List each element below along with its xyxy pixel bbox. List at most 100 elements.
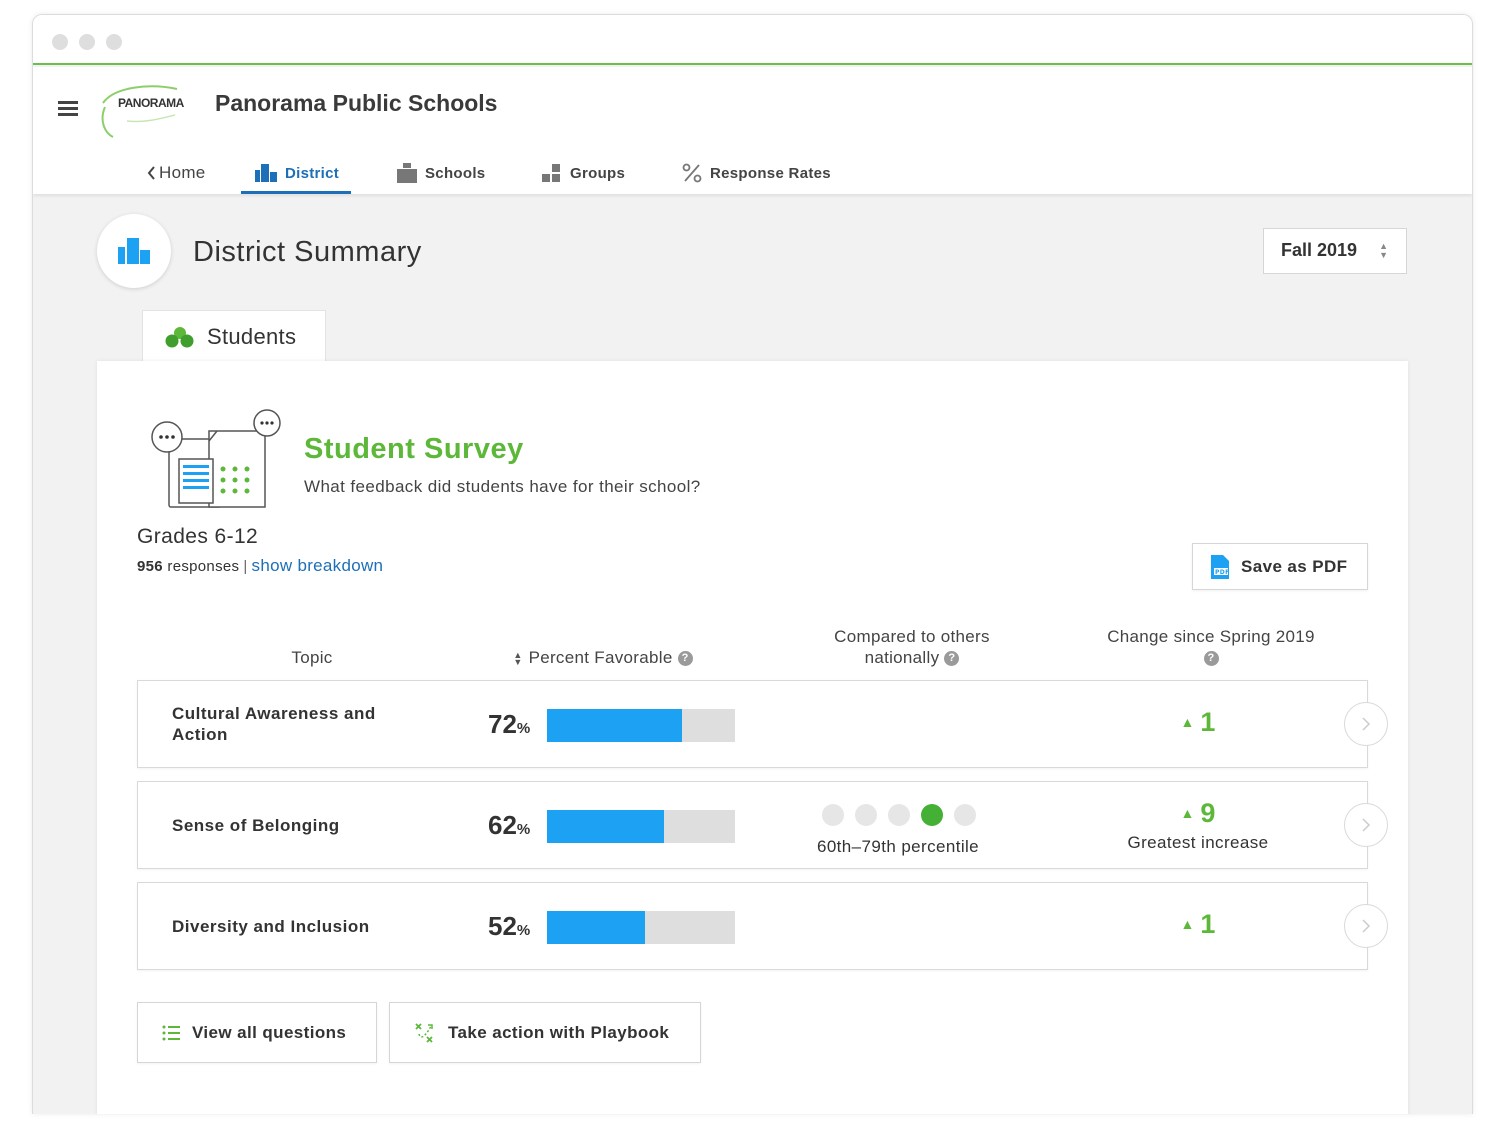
- row-topic: Sense of Belonging: [172, 815, 340, 835]
- chevron-left-icon: [147, 166, 156, 180]
- show-breakdown-link[interactable]: show breakdown: [251, 556, 384, 575]
- panorama-logo[interactable]: [99, 81, 197, 139]
- row-chevron-button[interactable]: [1344, 904, 1388, 948]
- nav-groups[interactable]: Groups: [542, 152, 625, 194]
- tab-students-label: Students: [207, 323, 297, 349]
- help-icon[interactable]: ?: [677, 651, 693, 667]
- change-note: Greatest increase: [1127, 833, 1269, 852]
- window-close-dot[interactable]: [52, 34, 68, 50]
- district-icon: [118, 238, 150, 264]
- list-icon: [162, 1025, 180, 1041]
- playbook-icon: [414, 1022, 436, 1044]
- table-row[interactable]: Cultural Awareness and Action 72% ▲ 1: [137, 680, 1388, 768]
- save-pdf-button[interactable]: PDF Save as PDF: [1192, 543, 1368, 590]
- tab-students[interactable]: Students: [142, 310, 326, 362]
- chevron-right-icon: [1362, 818, 1371, 832]
- chevron-right-icon: [1362, 717, 1371, 731]
- app-header: PANORAMA Panorama Public Schools Home Di…: [33, 67, 1472, 194]
- header-change-label: Change since Spring 2019: [1107, 627, 1315, 646]
- schools-icon: [397, 163, 417, 183]
- triangle-up-icon: ▲: [1180, 916, 1195, 932]
- percentile-dot: [954, 804, 976, 826]
- save-pdf-label: Save as PDF: [1241, 556, 1348, 576]
- row-change: ▲ 9: [1098, 798, 1298, 829]
- row-percent-suffix: %: [516, 821, 531, 838]
- row-percent: 72%: [488, 709, 530, 740]
- header-percent-favorable[interactable]: ▲ ▼ Percent Favorable ?: [493, 647, 713, 668]
- window-minimize-dot[interactable]: [79, 34, 95, 50]
- row-topic: Cultural Awareness and Action: [172, 704, 376, 744]
- percent-bar-fill: [547, 911, 645, 944]
- row-percent-suffix: %: [516, 922, 531, 939]
- triangle-up-icon: ▲: [1180, 805, 1195, 821]
- window-maximize-dot[interactable]: [106, 34, 122, 50]
- row-change: ▲ 1: [1098, 909, 1298, 940]
- header-change: Change since Spring 2019 ?: [1087, 626, 1335, 668]
- sort-icon[interactable]: ▲ ▼: [513, 649, 523, 667]
- percentile-dot-active: [921, 804, 943, 826]
- row-percent: 62%: [488, 810, 530, 841]
- row-change-value: 1: [1200, 909, 1216, 939]
- students-icon: [165, 326, 195, 348]
- row-percent-value: 62: [488, 810, 517, 840]
- page-title: District Summary: [193, 236, 422, 268]
- nav-response-rates[interactable]: Response Rates: [682, 152, 831, 194]
- row-chevron-button[interactable]: [1344, 803, 1388, 847]
- playbook-button[interactable]: Take action with Playbook: [389, 1002, 701, 1063]
- triangle-up-icon: ▲: [1180, 714, 1195, 730]
- row-percent-value: 72: [488, 709, 517, 739]
- help-icon[interactable]: ?: [944, 651, 960, 667]
- row-percent: 52%: [488, 911, 530, 942]
- nav-schools[interactable]: Schools: [397, 152, 485, 194]
- row-chevron-button[interactable]: [1344, 702, 1388, 746]
- table-row[interactable]: Sense of Belonging 62% 60th–79th percent…: [137, 781, 1388, 869]
- row-percent-value: 52: [488, 911, 517, 941]
- season-select-value: Fall 2019: [1281, 240, 1358, 260]
- window-titlebar: [33, 15, 1472, 65]
- view-all-questions-label: View all questions: [192, 1022, 347, 1042]
- nav-home[interactable]: Home: [147, 152, 206, 194]
- district-icon: [255, 164, 277, 182]
- help-icon[interactable]: ?: [1203, 651, 1219, 667]
- season-select[interactable]: Fall 2019 ▲ ▼: [1263, 228, 1407, 274]
- app-title: Panorama Public Schools: [215, 90, 498, 116]
- header-topic: Topic: [291, 648, 333, 667]
- playbook-label: Take action with Playbook: [448, 1022, 670, 1042]
- header-compared: Compared to others nationally ?: [807, 626, 1017, 668]
- percent-icon: [682, 163, 702, 183]
- percentile-label: 60th–79th percentile: [816, 837, 980, 856]
- browser-window: PANORAMA Panorama Public Schools Home Di…: [32, 14, 1473, 1114]
- percentile-dot: [888, 804, 910, 826]
- row-topic: Diversity and Inclusion: [172, 916, 370, 936]
- responses-label: responses: [167, 558, 240, 575]
- nav-response-rates-label: Response Rates: [710, 164, 831, 182]
- row-change: ▲ 1: [1098, 707, 1298, 738]
- main-nav: Home District Schools Groups: [33, 152, 1472, 194]
- nav-district[interactable]: District: [240, 152, 352, 194]
- row-change-value: 1: [1200, 707, 1216, 737]
- separator: |: [243, 558, 248, 575]
- survey-title: Student Survey: [304, 433, 524, 465]
- groups-icon: [542, 163, 562, 183]
- svg-text:PDF: PDF: [1215, 569, 1230, 576]
- view-all-questions-button[interactable]: View all questions: [137, 1002, 377, 1063]
- hamburger-menu-icon[interactable]: [58, 101, 78, 116]
- percent-bar: [547, 810, 735, 843]
- survey-card: Student Survey What feedback did student…: [97, 361, 1408, 1114]
- survey-illustration: [151, 409, 281, 508]
- pdf-icon: PDF: [1209, 554, 1231, 579]
- header-percent-label: Percent Favorable: [528, 648, 673, 667]
- survey-subtitle: What feedback did students have for thei…: [304, 477, 701, 496]
- sort-arrows-icon: ▲ ▼: [1379, 241, 1388, 260]
- chevron-right-icon: [1362, 919, 1371, 933]
- percentile-dot: [822, 804, 844, 826]
- district-summary-badge: [97, 214, 171, 288]
- nav-groups-label: Groups: [570, 164, 626, 182]
- percent-bar-fill: [547, 810, 664, 843]
- nav-district-label: District: [285, 164, 340, 182]
- header-compared-line1: Compared to others: [834, 627, 990, 646]
- header-compared-line2: nationally: [864, 648, 940, 667]
- row-percent-suffix: %: [516, 720, 531, 737]
- table-row[interactable]: Diversity and Inclusion 52% ▲ 1: [137, 882, 1388, 970]
- percentile-dot: [855, 804, 877, 826]
